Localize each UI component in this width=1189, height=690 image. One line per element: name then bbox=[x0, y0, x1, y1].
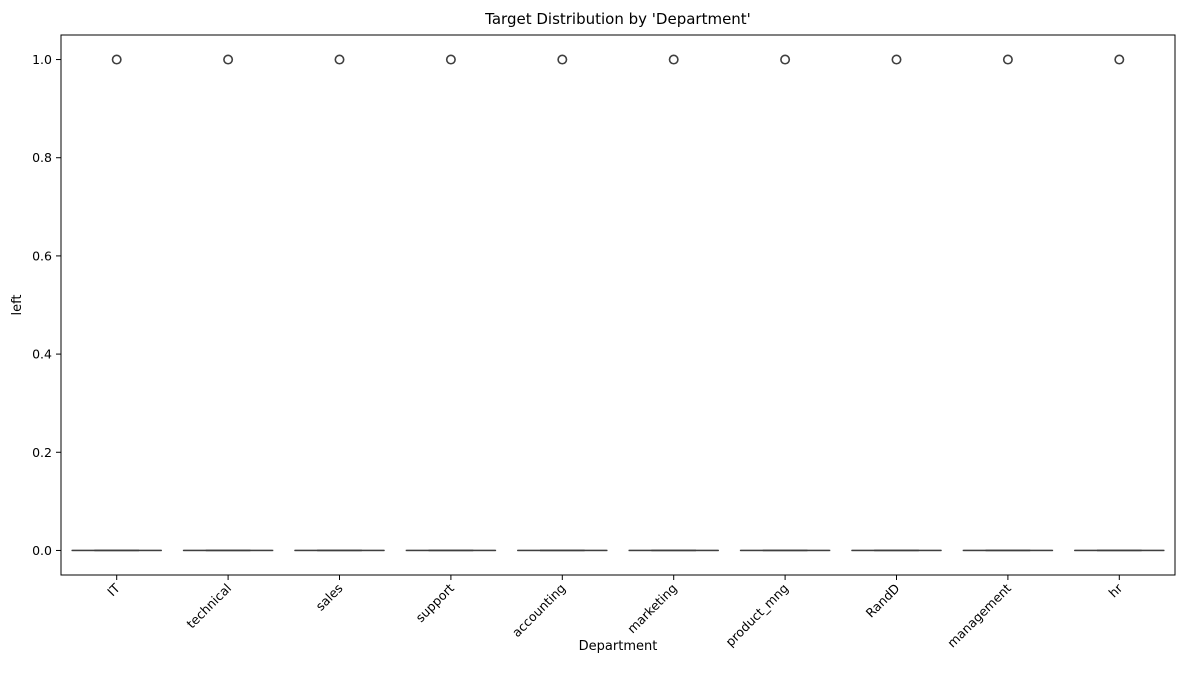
y-axis-label: left bbox=[10, 294, 25, 315]
box-management bbox=[962, 54, 1054, 552]
x-tick-label: sales bbox=[312, 581, 345, 614]
x-tick-label: product_mng bbox=[722, 581, 791, 650]
plot-frame bbox=[60, 34, 1176, 576]
box-marketing bbox=[628, 54, 719, 552]
box-product_mng bbox=[739, 54, 831, 552]
outlier-point bbox=[223, 54, 234, 65]
x-tick-label: accounting bbox=[509, 581, 568, 640]
box-technical bbox=[182, 54, 274, 552]
box-IT bbox=[71, 54, 162, 552]
outlier-point bbox=[445, 54, 456, 65]
chart-title: Target Distribution by 'Department' bbox=[484, 10, 751, 28]
y-tick-label: 1.0 bbox=[32, 52, 52, 67]
box-support bbox=[405, 54, 497, 552]
x-tick-label: marketing bbox=[624, 581, 680, 637]
outlier-point bbox=[557, 54, 568, 65]
box-RandD bbox=[851, 54, 942, 552]
y-tick-label: 0.8 bbox=[32, 150, 52, 165]
x-tick-label: technical bbox=[183, 581, 234, 632]
outlier-point bbox=[668, 54, 679, 65]
outlier-point bbox=[1002, 54, 1013, 65]
y-tick-label: 0.2 bbox=[32, 445, 52, 460]
box-accounting bbox=[517, 54, 608, 552]
outlier-point bbox=[111, 54, 122, 65]
box-hr bbox=[1074, 54, 1165, 552]
plot-marks bbox=[71, 54, 1165, 552]
x-tick-label: management bbox=[944, 580, 1014, 650]
outlier-point bbox=[780, 54, 791, 65]
y-tick-label: 0.0 bbox=[32, 543, 52, 558]
x-axis-label: Department bbox=[579, 639, 658, 654]
outlier-point bbox=[891, 54, 902, 65]
x-tick-label: hr bbox=[1106, 580, 1126, 600]
y-tick-label: 0.4 bbox=[32, 347, 52, 362]
box-sales bbox=[294, 54, 385, 552]
outlier-point bbox=[334, 54, 345, 65]
axis-ticks: 0.0 0.2 0.4 0.6 0.8 1.0 IT technical sales suppor… bbox=[32, 52, 1126, 650]
x-tick-label: IT bbox=[104, 580, 123, 599]
y-tick-label: 0.6 bbox=[32, 248, 52, 263]
outlier-point bbox=[1114, 54, 1125, 65]
x-tick-label: support bbox=[412, 580, 457, 625]
x-tick-label: RandD bbox=[863, 581, 903, 621]
